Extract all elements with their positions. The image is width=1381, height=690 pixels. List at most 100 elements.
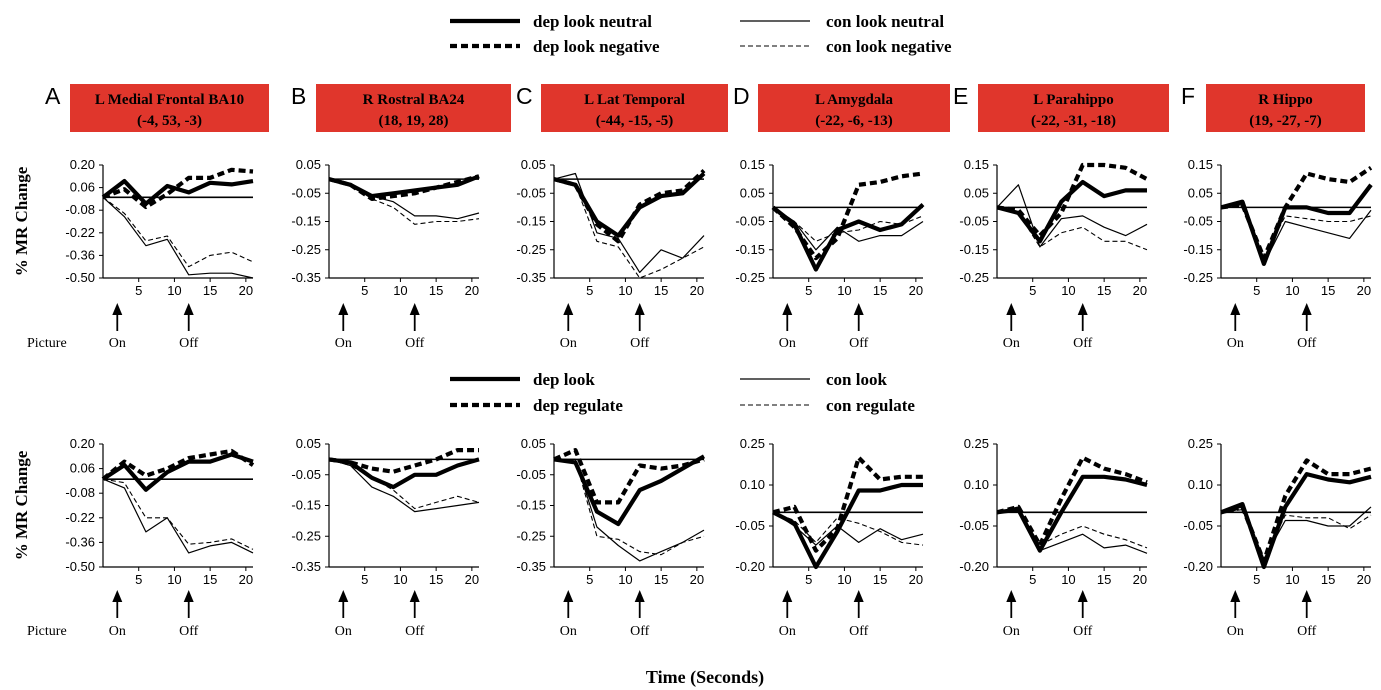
y-tick-label: -0.36 — [65, 247, 95, 262]
series-line — [102, 167, 254, 210]
x-tick-label: 20 — [1133, 283, 1147, 298]
stimulus-off-arrowhead — [409, 590, 420, 602]
series-line — [554, 458, 705, 556]
stimulus-on-arrowhead — [563, 303, 574, 315]
stimulus-off-arrowhead — [1301, 590, 1312, 602]
panel-letter: F — [1181, 83, 1195, 109]
stimulus-off-label: Off — [405, 336, 425, 351]
legend-label: con look neutral — [826, 12, 944, 31]
x-tick-label: 20 — [1357, 572, 1371, 587]
x-tick-label: 20 — [239, 283, 253, 298]
region-title: L Medial Frontal BA10 — [95, 92, 244, 108]
x-tick-label: 10 — [837, 283, 851, 298]
y-tick-label: -0.05 — [1183, 518, 1213, 533]
series-line — [101, 452, 254, 492]
series-line — [1220, 204, 1372, 259]
series-line — [772, 511, 924, 546]
stimulus-off-label: Off — [405, 624, 425, 639]
picture-row-label: Picture — [27, 624, 67, 639]
stimulus-on-arrowhead — [782, 590, 793, 602]
stimulus-on-arrowhead — [1230, 303, 1241, 315]
stimulus-on-arrowhead — [563, 590, 574, 602]
y-tick-label: -0.05 — [516, 467, 546, 482]
y-tick-label: -0.36 — [65, 534, 95, 549]
y-tick-label: -0.15 — [291, 498, 321, 513]
series-line — [102, 478, 254, 554]
y-tick-label: -0.35 — [291, 270, 321, 285]
y-tick-label: -0.05 — [516, 185, 546, 200]
series-line — [996, 474, 1148, 553]
y-tick-label: -0.05 — [291, 185, 321, 200]
y-tick-label: -0.25 — [1183, 270, 1213, 285]
x-tick-label: 10 — [1285, 283, 1299, 298]
x-tick-label: 15 — [1321, 283, 1335, 298]
series-line — [996, 162, 1148, 238]
x-tick-label: 10 — [1285, 572, 1299, 587]
x-tick-label: 20 — [909, 283, 923, 298]
y-tick-label: -0.50 — [65, 559, 95, 574]
stimulus-on-arrowhead — [1006, 590, 1017, 602]
stimulus-off-label: Off — [849, 336, 869, 351]
y-tick-label: 0.05 — [296, 436, 321, 451]
series-line — [1220, 509, 1372, 560]
stimulus-off-arrowhead — [634, 590, 645, 602]
series-line — [996, 455, 1148, 548]
x-tick-label: 20 — [465, 283, 479, 298]
legend-label: dep regulate — [533, 396, 623, 415]
y-tick-label: -0.20 — [959, 559, 989, 574]
series-line — [553, 178, 705, 279]
y-tick-label: -0.15 — [516, 214, 546, 229]
series-line — [328, 448, 479, 474]
x-tick-label: 5 — [805, 283, 812, 298]
stimulus-on-arrowhead — [338, 303, 349, 315]
region-title-box — [758, 84, 950, 132]
region-coordinates: (19, -27, -7) — [1249, 113, 1321, 129]
y-tick-label: -0.15 — [516, 498, 546, 513]
series-line — [772, 206, 924, 251]
y-tick-label: 0.05 — [521, 157, 546, 172]
legend-label: dep look neutral — [533, 12, 652, 31]
stimulus-off-label: Off — [630, 624, 650, 639]
stimulus-off-label: Off — [1297, 336, 1317, 351]
series-line — [553, 454, 706, 527]
x-tick-label: 10 — [1061, 572, 1075, 587]
series-line — [772, 482, 923, 570]
y-tick-label: 0.05 — [296, 157, 321, 172]
stimulus-off-arrowhead — [1077, 303, 1088, 315]
y-tick-label: 0.20 — [70, 436, 95, 451]
panel-letter: E — [953, 83, 968, 109]
x-tick-label: 10 — [618, 283, 632, 298]
region-title: L Amygdala — [815, 92, 893, 108]
x-tick-label: 5 — [586, 283, 593, 298]
y-tick-label: 0.10 — [964, 477, 989, 492]
x-tick-label: 5 — [135, 572, 142, 587]
y-tick-label: 0.10 — [1188, 477, 1213, 492]
x-tick-label: 20 — [690, 572, 704, 587]
y-tick-label: -0.35 — [516, 270, 546, 285]
y-tick-label: -0.05 — [959, 518, 989, 533]
y-tick-label: 0.15 — [964, 157, 989, 172]
series-line — [772, 511, 924, 546]
y-axis-title: % MR Change — [12, 450, 31, 560]
series-line — [772, 206, 924, 242]
series-line — [996, 184, 1148, 248]
y-tick-label: 0.25 — [964, 436, 989, 451]
stimulus-off-arrowhead — [1301, 303, 1312, 315]
region-coordinates: (18, 19, 28) — [379, 113, 449, 129]
y-tick-label: -0.05 — [735, 518, 765, 533]
x-tick-label: 5 — [1253, 572, 1260, 587]
x-tick-label: 15 — [873, 572, 887, 587]
stimulus-off-label: Off — [849, 624, 869, 639]
y-tick-label: 0.15 — [1188, 157, 1213, 172]
x-tick-label: 20 — [1357, 283, 1371, 298]
y-tick-label: 0.25 — [740, 436, 765, 451]
region-title-box — [541, 84, 728, 132]
y-tick-label: 0.06 — [70, 180, 95, 195]
panel-letter: A — [45, 83, 61, 109]
panel-letter: D — [733, 83, 750, 109]
stimulus-on-arrowhead — [1006, 303, 1017, 315]
stimulus-on-label: On — [109, 624, 126, 639]
x-tick-label: 5 — [361, 572, 368, 587]
region-title: L Lat Temporal — [584, 92, 685, 108]
